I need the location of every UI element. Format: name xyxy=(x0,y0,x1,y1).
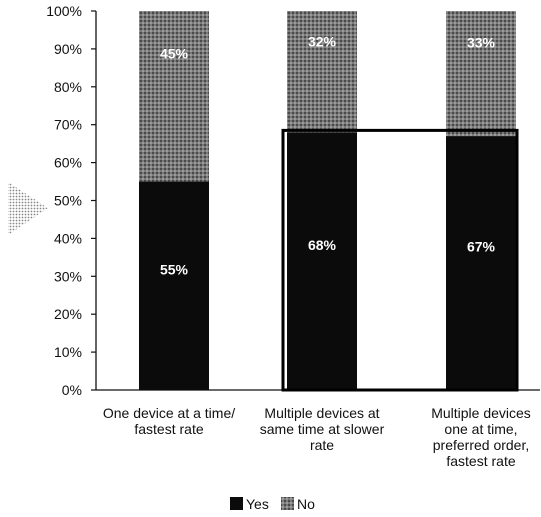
y-tick-label: 90% xyxy=(54,41,82,57)
bar-yes xyxy=(287,132,357,390)
x-category-label: Multiple devices one at time, preferred or… xyxy=(431,405,531,469)
y-tick-label: 80% xyxy=(54,79,82,95)
bar-yes xyxy=(446,136,516,390)
highlight-box xyxy=(281,128,519,392)
y-tick-label: 30% xyxy=(54,268,82,284)
y-tick-label: 60% xyxy=(54,155,82,171)
y-tick-label: 40% xyxy=(54,230,82,246)
legend-label-no: No xyxy=(297,496,315,512)
y-axis: 0% 10% 20% 30% 40% 50% 60% 70% 80% 90% 100% xyxy=(46,3,540,398)
y-tick-label: 100% xyxy=(46,3,82,19)
data-label-yes: 68% xyxy=(308,237,337,253)
y-tick-label: 10% xyxy=(54,344,82,360)
bar-no xyxy=(287,11,357,133)
data-label-no: 33% xyxy=(467,34,496,50)
y-tick-label: 50% xyxy=(54,193,82,209)
highlight-layer xyxy=(281,128,519,392)
data-label-yes: 67% xyxy=(467,239,496,255)
bar-yes xyxy=(139,181,209,390)
data-label-yes: 55% xyxy=(160,261,189,277)
x-category-label: Multiple devices at same time at slower ra… xyxy=(260,405,385,453)
bar-no xyxy=(446,11,516,137)
data-label-no: 32% xyxy=(308,33,337,49)
bars-layer: 55% 45% 68% 32% 67% 33% xyxy=(139,11,516,390)
x-category-label: One device at a time/fastest rate xyxy=(103,405,235,437)
legend-swatch-no xyxy=(281,497,294,510)
data-label-no: 45% xyxy=(160,46,189,62)
pointer-arrow-icon xyxy=(8,182,48,235)
x-axis-categories: One device at a time/fastest rate Multipl… xyxy=(103,405,531,469)
y-tick-label: 0% xyxy=(62,382,82,398)
legend-label-yes: Yes xyxy=(246,496,269,512)
y-tick-label: 20% xyxy=(54,306,82,322)
legend: Yes No xyxy=(230,496,315,512)
legend-swatch-yes xyxy=(230,497,243,510)
bar-no xyxy=(139,11,209,182)
y-tick-label: 70% xyxy=(54,117,82,133)
